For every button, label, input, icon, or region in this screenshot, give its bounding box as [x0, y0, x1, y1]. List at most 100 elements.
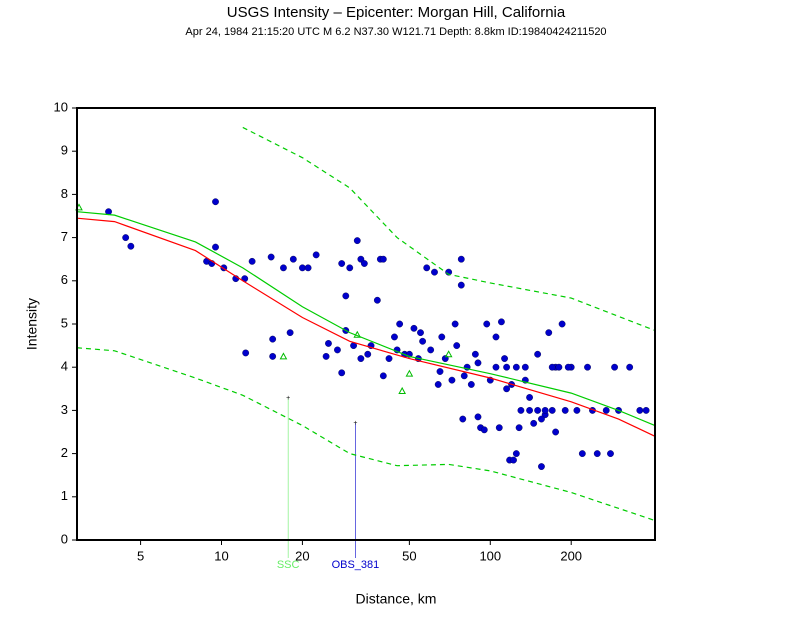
point: [242, 349, 250, 357]
x-tick-label: 100: [479, 548, 501, 563]
point: [286, 329, 294, 337]
point: [396, 320, 404, 328]
chart-subtitle: Apr 24, 1984 21:15:20 UTC M 6.2 N37.30 W…: [185, 26, 606, 38]
point: [530, 419, 538, 427]
y-tick-label: 10: [54, 99, 68, 114]
point: [385, 355, 393, 362]
point: [419, 337, 427, 345]
point: [334, 346, 341, 354]
point: [483, 320, 491, 328]
point: [127, 242, 135, 250]
point: [269, 335, 277, 343]
y-tick-label: 4: [61, 359, 68, 374]
point: [552, 428, 560, 436]
x-tick-label: 50: [402, 548, 416, 563]
point: [534, 350, 542, 358]
plot-frame: [76, 107, 656, 541]
curve: [242, 126, 656, 332]
point: [517, 406, 525, 414]
point: [423, 264, 431, 272]
y-tick-label: 9: [61, 143, 68, 158]
point: [474, 359, 482, 367]
point: [379, 255, 387, 263]
point: [438, 333, 446, 341]
chart-title: USGS Intensity – Epicenter: Morgan Hill,…: [227, 4, 566, 21]
y-axis-label: Intensity: [24, 298, 40, 350]
point: [573, 406, 581, 414]
x-tick-label: 10: [214, 548, 228, 563]
curve: [76, 217, 656, 437]
point: [427, 346, 435, 354]
point: [444, 350, 453, 358]
y-tick-label: 3: [61, 402, 68, 417]
point: [611, 363, 618, 371]
point: [584, 363, 591, 371]
x-tick-label: 5: [137, 548, 144, 563]
point: [457, 281, 465, 289]
point: [501, 355, 508, 362]
point: [431, 268, 438, 276]
point: [373, 296, 381, 304]
point: [548, 406, 556, 414]
point: [512, 363, 520, 371]
x-axis-label: Distance, km: [356, 591, 437, 607]
point: [607, 450, 614, 457]
point: [453, 342, 461, 349]
point: [360, 260, 368, 267]
point: [212, 243, 219, 251]
point: [593, 450, 601, 457]
point: [526, 394, 533, 401]
point: [279, 352, 288, 360]
point: [312, 251, 320, 259]
y-tick-label: 1: [61, 488, 68, 503]
y-tick-label: 8: [61, 186, 68, 201]
point: [503, 385, 511, 393]
point: [480, 426, 488, 434]
point: [304, 264, 312, 272]
x-tick-label: 20: [295, 548, 309, 563]
point: [538, 415, 545, 423]
point: [398, 386, 406, 394]
point: [122, 234, 130, 242]
point: [578, 450, 586, 457]
point: [338, 369, 346, 377]
point: [357, 355, 365, 362]
point: [526, 406, 533, 414]
point: [338, 260, 346, 267]
point: [212, 198, 219, 206]
point: [405, 369, 414, 377]
point: [322, 352, 330, 360]
point: [342, 292, 350, 300]
point: [548, 363, 556, 371]
point: [269, 352, 277, 360]
point: [467, 381, 475, 388]
point: [498, 318, 505, 326]
point: [538, 463, 545, 470]
y-tick-label: 6: [61, 272, 68, 287]
point: [541, 406, 549, 414]
point: [561, 406, 569, 414]
station-label: SSC: [277, 559, 300, 571]
point: [460, 372, 468, 380]
point: [248, 257, 256, 265]
point: [512, 450, 520, 457]
point: [602, 406, 610, 414]
x-tick-label: 200: [560, 548, 582, 563]
point: [391, 333, 398, 341]
station-label: OBS_381: [332, 559, 380, 571]
station-marker: +: [353, 420, 357, 427]
point: [436, 368, 444, 375]
point: [642, 406, 650, 414]
y-tick-label: 2: [61, 445, 68, 460]
point: [417, 329, 424, 337]
point: [299, 264, 306, 272]
point: [471, 350, 479, 358]
point: [364, 350, 372, 358]
point: [510, 456, 517, 464]
point: [289, 255, 297, 263]
point: [353, 237, 361, 245]
point: [503, 363, 511, 371]
point: [534, 406, 542, 414]
point: [379, 372, 387, 380]
